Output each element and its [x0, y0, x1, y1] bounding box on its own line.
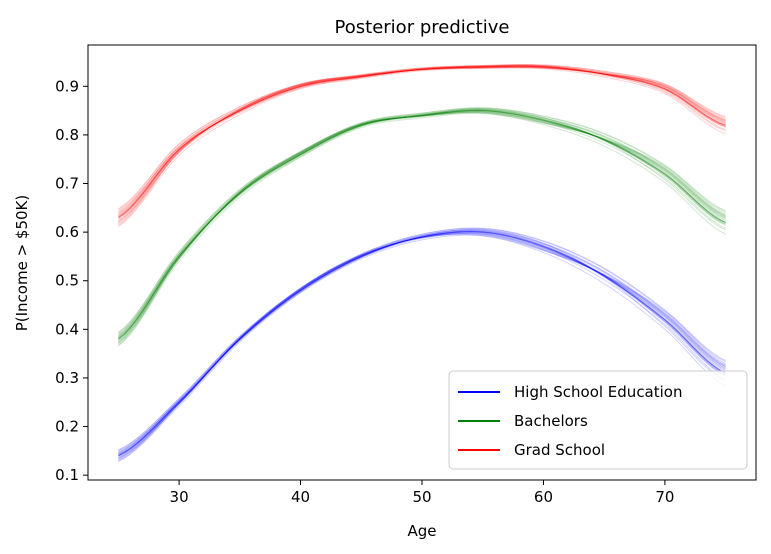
series-0-sample-line	[118, 228, 726, 452]
series-2-sample-line	[118, 64, 726, 210]
series-1-sample-line	[118, 108, 726, 337]
series-2-sample-line	[118, 65, 726, 216]
series-2-sample-line	[118, 64, 726, 214]
y-tick-label: 0.3	[55, 369, 79, 387]
series-0-sample-line	[118, 232, 726, 460]
series-2-sample-line	[118, 64, 726, 212]
x-axis-ticks: 30 40 50 60 70	[170, 480, 674, 506]
series-2-sample-line	[118, 64, 726, 213]
series-1-sample-line	[118, 109, 726, 340]
series-2-sample-line	[118, 67, 726, 226]
legend: High School Education Bachelors Grad Schoo…	[448, 370, 748, 470]
series-2-sample-line	[118, 65, 726, 217]
series-0-group	[118, 227, 726, 462]
series-1-mean-line	[117, 109, 726, 340]
y-axis-ticks: 0.1 0.2 0.3 0.4 0.5 0.6 0.7 0.8 0.9	[55, 77, 88, 484]
series-2-sample-line	[118, 67, 726, 227]
series-1-sample-line	[118, 111, 726, 343]
series-1-sample-line	[118, 108, 726, 336]
y-tick-label: 0.7	[55, 175, 79, 193]
series-1-sample-line	[118, 110, 726, 342]
series-2-sample-line	[118, 65, 726, 220]
series-0-sample-line	[118, 230, 726, 455]
y-tick-label: 0.4	[55, 320, 79, 338]
series-1-sample-line	[118, 112, 726, 347]
legend-box	[448, 370, 748, 470]
series-1-sample-line	[118, 110, 726, 341]
series-2-sample-line	[118, 65, 726, 215]
series-0-sample-line	[118, 230, 726, 455]
y-tick-label: 0.8	[55, 126, 79, 144]
series-0-sample-line	[118, 228, 726, 453]
series-1-sample-line	[118, 108, 726, 337]
series-2-sample-line	[118, 66, 726, 224]
series-2-sample-line	[118, 65, 726, 218]
series-2-sample-line	[118, 66, 726, 223]
series-1-sample-line	[118, 107, 726, 333]
y-tick-label: 0.5	[55, 272, 79, 290]
series-0-sample-line	[118, 232, 726, 459]
series-2-mean-line	[118, 65, 726, 219]
y-tick-label: 0.2	[55, 418, 79, 436]
series-0-sample-line	[118, 231, 726, 458]
series-1-sample-line	[118, 109, 726, 340]
x-axis-label: Age	[407, 522, 436, 540]
series-2-sample-line	[118, 65, 726, 217]
series-1-sample-line	[118, 109, 726, 339]
series-1-sample-line	[118, 111, 726, 344]
series-2-sample-line	[118, 66, 726, 222]
series-1-sample-line	[118, 109, 726, 338]
series-0-sample-line	[118, 227, 726, 451]
legend-label: High School Education	[514, 383, 683, 401]
series-0-sample-line	[118, 232, 726, 460]
series-0-sample-line	[118, 233, 726, 462]
y-tick-label: 0.6	[55, 223, 79, 241]
y-tick-label: 0.1	[55, 466, 79, 484]
series-lines	[117, 64, 726, 462]
series-0-sample-line	[118, 233, 726, 461]
series-2-sample-line	[118, 65, 726, 218]
series-2-group	[118, 64, 726, 227]
series-0-sample-line	[118, 231, 726, 457]
series-1-sample-line	[118, 107, 726, 334]
series-0-sample-line	[118, 234, 726, 462]
series-0-sample-line	[118, 230, 726, 456]
series-0-sample-line	[118, 229, 726, 454]
series-2-sample-line	[118, 66, 726, 225]
series-0-sample-line	[118, 227, 726, 451]
series-0-mean-line	[118, 231, 726, 457]
legend-label: Bachelors	[514, 412, 588, 430]
x-tick-label: 30	[170, 488, 189, 506]
series-0-sample-line	[118, 232, 726, 458]
series-1-sample-line	[118, 112, 726, 346]
x-tick-label: 60	[534, 488, 553, 506]
series-1-sample-line	[118, 109, 726, 339]
y-axis-label: P(Income > $50K)	[13, 195, 31, 332]
x-tick-label: 50	[412, 488, 431, 506]
y-tick-label: 0.9	[55, 77, 79, 95]
series-0-sample-line	[118, 231, 726, 457]
series-2-sample-line	[118, 65, 726, 219]
series-0-sample-line	[118, 229, 726, 454]
series-0-sample-line	[118, 230, 726, 456]
series-1-sample-line	[118, 110, 726, 340]
x-tick-label: 70	[655, 488, 674, 506]
series-2-sample-line	[118, 64, 726, 211]
series-2-sample-line	[118, 66, 726, 221]
series-1-group	[117, 107, 726, 347]
series-1-sample-line	[118, 107, 726, 335]
series-1-sample-line	[118, 111, 726, 345]
chart-title: Posterior predictive	[335, 17, 510, 38]
x-tick-label: 40	[291, 488, 310, 506]
legend-label: Grad School	[514, 441, 605, 459]
series-1-sample-line	[118, 111, 726, 343]
